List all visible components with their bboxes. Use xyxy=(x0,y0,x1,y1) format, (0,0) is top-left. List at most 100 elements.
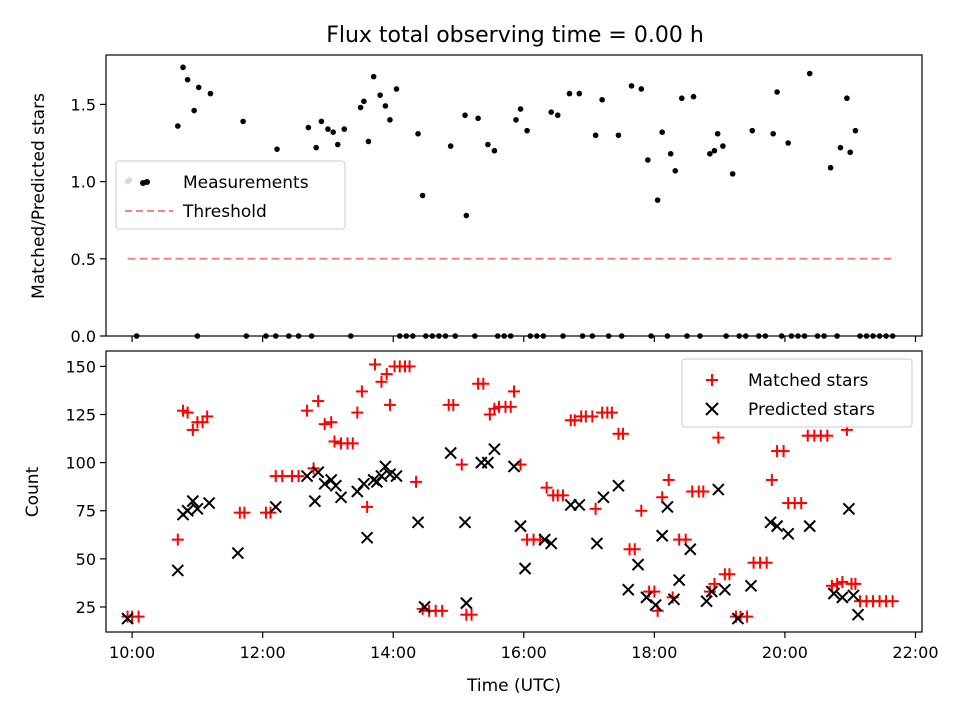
matched-stars-point xyxy=(849,577,862,590)
measurements-point xyxy=(361,98,367,105)
measurements-point xyxy=(837,144,844,151)
predicted-stars-point xyxy=(488,442,501,456)
predicted-stars-point xyxy=(545,537,558,550)
predicted-stars-point xyxy=(590,537,604,550)
legend-threshold-label: Threshold xyxy=(182,202,267,222)
measurements-point xyxy=(592,132,599,139)
predicted-stars-point xyxy=(718,583,732,596)
predicted-stars-point xyxy=(667,593,681,606)
measurements-point xyxy=(690,93,697,100)
matched-stars-point xyxy=(346,437,359,450)
predicted-stars-point xyxy=(300,469,314,483)
measurements-point xyxy=(191,107,197,114)
predicted-stars-point xyxy=(836,591,849,604)
matched-stars-point xyxy=(821,429,834,442)
matched-stars-point xyxy=(181,406,194,419)
matched-stars-point xyxy=(328,435,341,448)
predicted-stars-point xyxy=(507,460,521,473)
x-axis-label: Time (UTC) xyxy=(466,676,561,696)
x-tick-label: 18:00 xyxy=(631,643,677,662)
matched-stars-point xyxy=(455,458,468,471)
predicted-stars-point xyxy=(458,516,472,529)
measurements-point xyxy=(491,147,498,154)
y-tick-label: 100 xyxy=(65,454,96,473)
measurements-point xyxy=(357,104,364,111)
predicted-stars-point xyxy=(191,502,204,516)
measurements-point xyxy=(566,90,573,97)
y-tick-label: 25 xyxy=(76,598,96,617)
count-axes: 25 50 75 100 125 150 10:00 12:00 14:00 16:00 18:00… xyxy=(65,357,938,662)
measurements-point xyxy=(305,124,312,131)
predicted-stars-point xyxy=(672,573,686,587)
matched-stars-point xyxy=(186,423,199,436)
matched-stars-point xyxy=(171,533,184,546)
measurements-point xyxy=(318,118,325,125)
x-tick-label: 16:00 xyxy=(501,643,547,662)
matched-stars-point xyxy=(831,577,844,590)
y-tick-label: 1.5 xyxy=(71,95,96,114)
matched-stars-point xyxy=(605,406,618,419)
measurements-point xyxy=(749,127,756,134)
legend-matched-marker xyxy=(706,374,718,386)
measurements-point xyxy=(659,129,665,135)
measurements-point xyxy=(576,90,583,97)
measurements-point xyxy=(774,89,780,95)
predicted-stars-point xyxy=(329,479,342,492)
predicted-stars-point xyxy=(181,504,194,517)
predicted-stars-point xyxy=(518,562,532,575)
ratio-legend: Measurements Threshold xyxy=(115,160,346,230)
measurements-point xyxy=(475,115,481,122)
predicted-stars-point xyxy=(640,591,653,604)
matched-stars-point xyxy=(540,481,553,494)
measurements-point xyxy=(615,132,622,139)
measurements-point xyxy=(714,130,721,137)
predicted-stars-point xyxy=(379,460,392,473)
matched-stars-point xyxy=(380,368,393,381)
predicted-stars-point xyxy=(357,477,371,491)
predicted-stars-point xyxy=(186,494,200,508)
predicted-stars-point xyxy=(308,494,322,508)
matched-stars-point xyxy=(508,385,520,398)
count-legend-box xyxy=(681,358,913,428)
measurements-point xyxy=(447,143,454,149)
x-tick-label: 12:00 xyxy=(240,643,286,662)
figure-title: Flux total observing time = 0.00 h xyxy=(326,23,704,48)
matched-stars-point xyxy=(410,475,423,488)
predicted-stars-point xyxy=(460,596,473,610)
measurements-point xyxy=(720,143,726,149)
matched-stars-point xyxy=(132,610,145,623)
measurements-point xyxy=(184,76,191,83)
predicted-stars-point xyxy=(390,469,403,483)
predicted-stars-point xyxy=(631,558,645,571)
matched-stars-point xyxy=(355,385,368,398)
predicted-stars-point xyxy=(827,587,841,600)
matched-stars-point xyxy=(777,445,790,458)
matched-stars-point xyxy=(589,502,602,515)
matched-stars-point xyxy=(556,489,569,502)
measurements-point xyxy=(240,118,246,125)
matched-stars-point xyxy=(504,400,517,413)
measurements-point xyxy=(645,157,651,163)
measurements-point xyxy=(785,140,791,146)
measurements-point xyxy=(806,70,813,77)
predicted-stars-point xyxy=(781,527,795,541)
predicted-stars-point xyxy=(770,519,784,533)
predicted-stars-point xyxy=(684,543,697,556)
measurements-point xyxy=(599,96,605,103)
y-tick-label: 125 xyxy=(65,406,96,425)
y-tick-label: 0.0 xyxy=(71,327,96,346)
x-tick-label: 10:00 xyxy=(109,643,155,662)
matched-stars-point xyxy=(662,473,675,486)
matched-stars-point xyxy=(383,398,396,411)
predicted-stars-point xyxy=(573,498,586,512)
matched-stars-point xyxy=(741,610,754,623)
y-tick-label: 150 xyxy=(65,357,96,376)
measurements-point xyxy=(517,106,524,112)
measurements-point xyxy=(419,192,426,199)
predicted-stars-point xyxy=(744,579,758,593)
measurements-point xyxy=(628,83,635,89)
measurements-point xyxy=(548,109,555,115)
measurements-point xyxy=(485,141,491,148)
measurements-point xyxy=(729,171,736,177)
